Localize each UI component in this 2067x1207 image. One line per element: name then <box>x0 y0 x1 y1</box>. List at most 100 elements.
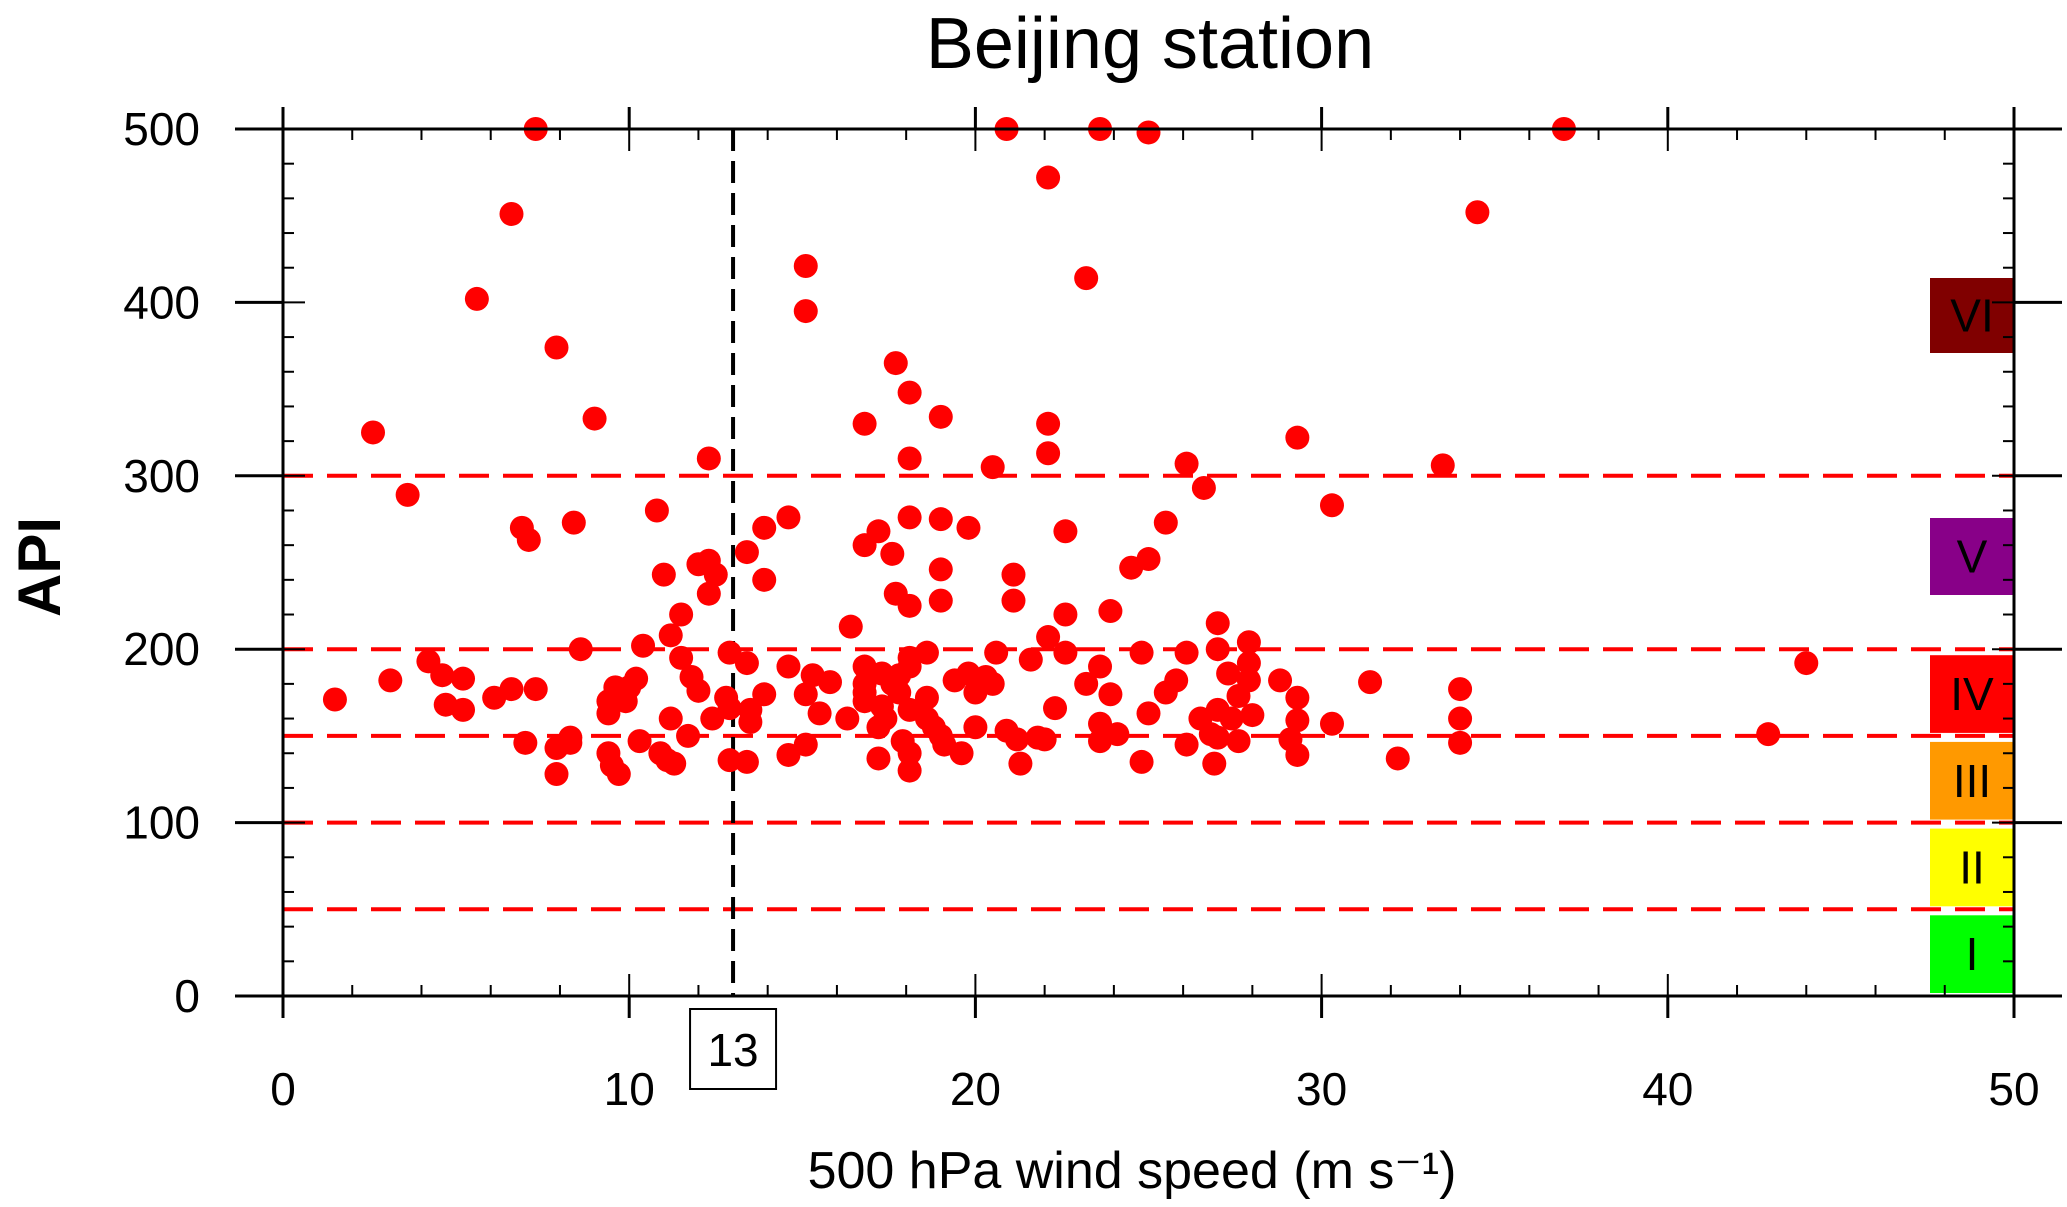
data-point <box>1448 677 1473 702</box>
data-point <box>1216 661 1241 686</box>
data-point <box>914 640 939 665</box>
category-label-vi: VI <box>1950 290 1993 342</box>
data-point <box>883 351 908 376</box>
data-point <box>1001 588 1026 613</box>
data-point <box>1202 751 1227 776</box>
category-box-iv <box>1930 655 2014 733</box>
data-point <box>1053 602 1078 627</box>
data-point <box>378 668 403 693</box>
chart-title: Beijing station <box>926 4 1374 84</box>
data-point <box>624 666 649 691</box>
data-point <box>669 602 694 627</box>
data-point <box>1001 562 1026 587</box>
data-point <box>686 678 711 703</box>
data-point <box>631 633 656 658</box>
y-tick-label: 500 <box>123 103 200 155</box>
data-point <box>980 455 1005 480</box>
x-tick-label: 20 <box>950 1063 1001 1115</box>
data-point <box>1098 599 1123 624</box>
data-point <box>897 505 922 530</box>
data-point <box>887 680 912 705</box>
data-point <box>793 732 818 757</box>
data-point <box>430 663 455 688</box>
data-point <box>1285 425 1310 450</box>
x-tick-label: 30 <box>1296 1063 1347 1115</box>
data-point <box>1285 685 1310 710</box>
data-point <box>776 654 801 679</box>
data-point <box>1236 668 1261 693</box>
data-point <box>897 758 922 783</box>
y-axis-label: API <box>6 517 73 617</box>
data-point <box>1053 640 1078 665</box>
data-point <box>963 715 988 740</box>
category-box-v <box>1930 518 2014 595</box>
x-tick-label: 10 <box>604 1063 655 1115</box>
data-point <box>1268 668 1293 693</box>
data-point <box>1036 625 1061 650</box>
data-point <box>752 515 777 540</box>
data-point <box>651 562 676 587</box>
axes <box>235 107 2062 1018</box>
data-point <box>717 640 742 665</box>
data-point <box>669 645 694 670</box>
data-point <box>1164 668 1189 693</box>
data-point <box>1098 682 1123 707</box>
data-point <box>568 637 593 662</box>
category-box-ii <box>1930 828 2014 907</box>
data-point <box>1153 510 1178 535</box>
category-label-i: I <box>1966 928 1979 980</box>
x-axis-label: 500 hPa wind speed (m s⁻¹) <box>808 1142 1457 1200</box>
data-point <box>658 623 683 648</box>
data-point <box>897 380 922 405</box>
data-point <box>1285 742 1310 767</box>
data-point <box>1448 706 1473 731</box>
data-point <box>1226 729 1251 754</box>
data-point <box>1205 725 1230 750</box>
data-point <box>1088 711 1113 736</box>
data-point <box>1008 751 1033 776</box>
data-point <box>1136 701 1161 726</box>
data-point <box>703 562 728 587</box>
reference-line: 13 <box>689 129 778 1090</box>
data-point <box>1285 708 1310 733</box>
data-point <box>361 420 386 445</box>
data-point <box>984 640 1009 665</box>
data-point <box>928 557 953 582</box>
data-point <box>627 729 652 754</box>
data-point <box>1136 547 1161 572</box>
data-point <box>1129 640 1154 665</box>
data-point <box>1053 519 1078 544</box>
data-point <box>835 706 860 731</box>
data-point <box>700 706 725 731</box>
data-point <box>582 406 607 431</box>
data-point <box>817 670 842 695</box>
data-point <box>1319 493 1344 518</box>
data-point <box>1174 451 1199 476</box>
data-point <box>464 286 489 311</box>
data-point <box>880 541 905 566</box>
data-point <box>873 706 898 731</box>
reference-line-label: 13 <box>707 1024 758 1076</box>
data-point <box>662 751 687 776</box>
data-point <box>1236 630 1261 655</box>
data-point <box>1358 670 1383 695</box>
data-point <box>1319 711 1344 736</box>
data-point <box>866 746 891 771</box>
category-label-iv: IV <box>1950 668 1994 720</box>
data-point <box>606 762 631 787</box>
data-point <box>1756 722 1781 747</box>
data-point <box>928 404 953 429</box>
data-point <box>734 540 759 565</box>
data-point <box>897 654 922 679</box>
data-point <box>1018 647 1043 672</box>
data-point <box>852 411 877 436</box>
data-point <box>658 706 683 731</box>
data-point <box>1385 746 1410 771</box>
x-tick-label: 0 <box>270 1063 296 1115</box>
data-point <box>752 567 777 592</box>
data-point <box>513 730 538 755</box>
category-box-i <box>1930 915 2014 993</box>
plot-frame <box>281 127 2016 998</box>
